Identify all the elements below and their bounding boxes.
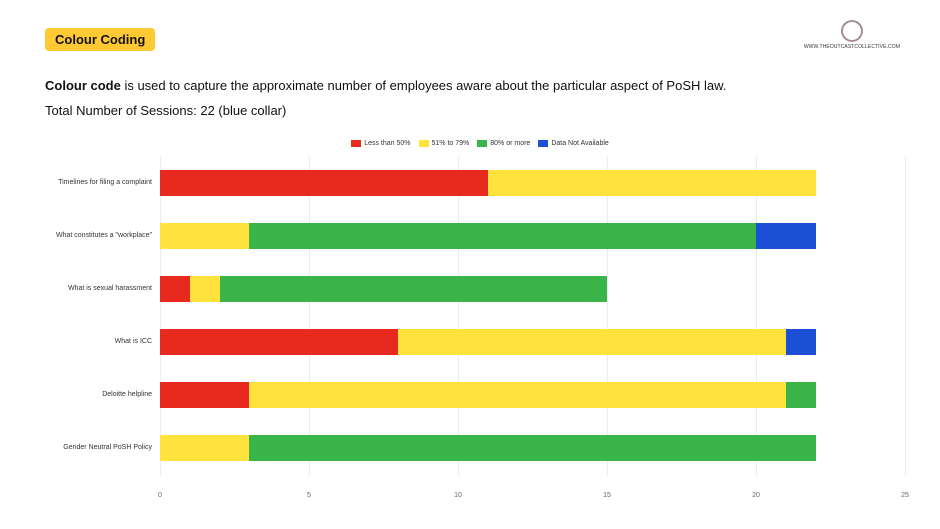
- legend-item: 80% or more: [477, 140, 530, 147]
- bar-row: What is ICC: [160, 315, 905, 368]
- y-axis-label: Deloitte helpline: [42, 391, 152, 399]
- bar-segment: [756, 223, 816, 249]
- bar-group: [160, 435, 905, 461]
- x-axis: 0510152025: [160, 490, 905, 510]
- bar-segment: [190, 276, 220, 302]
- bar-group: [160, 223, 905, 249]
- x-axis-tick: 20: [752, 492, 760, 499]
- bar-segment: [786, 382, 816, 408]
- legend-item: Data Not Available: [538, 140, 608, 147]
- legend-swatch: [538, 140, 548, 147]
- bar-row: What is sexual harassment: [160, 262, 905, 315]
- bar-group: [160, 329, 905, 355]
- legend-label: Less than 50%: [364, 140, 410, 147]
- bar-row: Deloitte helpline: [160, 368, 905, 421]
- legend-item: Less than 50%: [351, 140, 410, 147]
- bar-group: [160, 276, 905, 302]
- chart-plot: Timelines for filing a complaintWhat con…: [160, 156, 905, 476]
- bar-segment: [249, 382, 785, 408]
- intro-bold-lead: Colour code: [45, 78, 121, 93]
- bar-group: [160, 170, 905, 196]
- bar-row: Timelines for filing a complaint: [160, 156, 905, 209]
- bar-segment: [220, 276, 607, 302]
- bar-segment: [249, 435, 815, 461]
- y-axis-label: Timelines for filing a complaint: [42, 179, 152, 187]
- bar-segment: [160, 382, 249, 408]
- intro-line-1: Colour code is used to capture the appro…: [45, 78, 900, 93]
- bar-segment: [160, 329, 398, 355]
- logo-ring-icon: [841, 20, 863, 42]
- bar-segment: [249, 223, 756, 249]
- legend-swatch: [419, 140, 429, 147]
- bar-row: What constitutes a "workplace": [160, 209, 905, 262]
- x-axis-tick: 0: [158, 492, 162, 499]
- grid-line: [905, 156, 906, 476]
- legend-swatch: [477, 140, 487, 147]
- bar-segment: [398, 329, 785, 355]
- intro-line-2: Total Number of Sessions: 22 (blue colla…: [45, 103, 900, 118]
- legend-item: 51% to 79%: [419, 140, 470, 147]
- y-axis-label: What constitutes a "workplace": [42, 232, 152, 240]
- brand-logo: WWW.THEOUTCASTCOLLECTIVE.COM: [804, 20, 900, 50]
- x-axis-tick: 25: [901, 492, 909, 499]
- chart: Less than 50% 51% to 79% 80% or more Data N…: [45, 140, 915, 510]
- chart-legend: Less than 50% 51% to 79% 80% or more Data N…: [45, 140, 915, 149]
- intro-block: Colour code is used to capture the appro…: [45, 78, 900, 118]
- bar-segment: [488, 170, 816, 196]
- bar-segment: [160, 170, 488, 196]
- bar-segment: [160, 435, 249, 461]
- y-axis-label: Gender Neutral PoSH Policy: [42, 444, 152, 452]
- intro-rest: is used to capture the approximate numbe…: [121, 78, 727, 93]
- x-axis-tick: 10: [454, 492, 462, 499]
- legend-label: 80% or more: [490, 140, 530, 147]
- x-axis-tick: 15: [603, 492, 611, 499]
- legend-label: 51% to 79%: [432, 140, 470, 147]
- legend-label: Data Not Available: [551, 140, 608, 147]
- bar-segment: [160, 276, 190, 302]
- y-axis-label: What is sexual harassment: [42, 285, 152, 293]
- bar-row: Gender Neutral PoSH Policy: [160, 421, 905, 474]
- bar-segment: [160, 223, 249, 249]
- bar-segment: [786, 329, 816, 355]
- x-axis-tick: 5: [307, 492, 311, 499]
- title-badge: Colour Coding: [45, 28, 155, 51]
- legend-swatch: [351, 140, 361, 147]
- y-axis-label: What is ICC: [42, 338, 152, 346]
- logo-caption: WWW.THEOUTCASTCOLLECTIVE.COM: [804, 44, 900, 50]
- bar-group: [160, 382, 905, 408]
